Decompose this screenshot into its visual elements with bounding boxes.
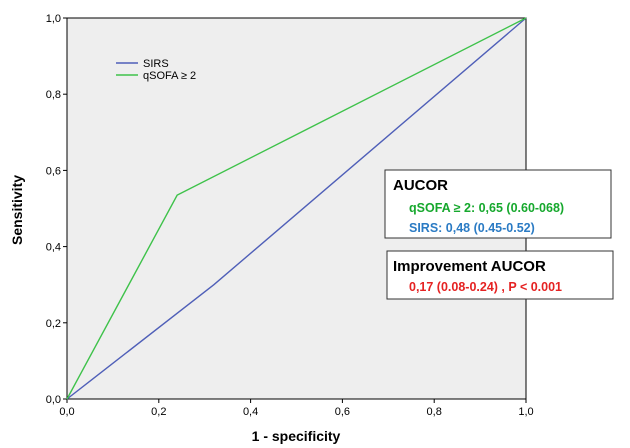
improvement-box-frame [386, 250, 614, 300]
x-axis-ticks: 0,0 0,2 0,4 0,6 0,8 1,0 [59, 399, 534, 418]
x-axis-title: 1 - specificity [252, 428, 341, 444]
y-tick-label: 0,6 [46, 165, 61, 177]
aucor-qsofa-value: qSOFA ≥ 2: 0,65 (0.60-068) [409, 201, 564, 215]
y-axis-title: Sensitivity [9, 175, 25, 245]
x-tick-label: 0,8 [427, 406, 442, 418]
series-line-sirs [66, 17, 527, 400]
x-tick-label: 0,4 [243, 406, 258, 418]
x-tick-label: 0,2 [151, 406, 166, 418]
aucor-annotation-box: AUCOR qSOFA ≥ 2: 0,65 (0.60-068) SIRS: 0… [384, 169, 612, 239]
aucor-sirs-value: SIRS: 0,48 (0.45-0.52) [409, 221, 535, 235]
series-line-qsofa [66, 17, 527, 400]
legend: SIRS qSOFA ≥ 2 [116, 58, 196, 82]
y-tick-label: 0,2 [46, 318, 61, 330]
legend-label-sirs: SIRS [143, 58, 169, 70]
aucor-box-title: AUCOR [393, 177, 448, 194]
y-tick-label: 0,8 [46, 89, 61, 101]
x-tick-label: 0,6 [335, 406, 350, 418]
y-axis-ticks: 0,0 0,2 0,4 0,6 0,8 1,0 [46, 13, 67, 406]
improvement-box-title: Improvement AUCOR [393, 258, 546, 275]
x-tick-label: 0,0 [59, 406, 74, 418]
x-tick-label: 1,0 [518, 406, 533, 418]
y-tick-label: 0,4 [46, 242, 61, 254]
improvement-value: 0,17 (0.08-0.24) , P < 0.001 [409, 280, 562, 294]
aucor-box-frame [384, 169, 612, 239]
legend-label-qsofa: qSOFA ≥ 2 [143, 70, 196, 82]
series-layer [66, 17, 527, 400]
improvement-annotation-box: Improvement AUCOR 0,17 (0.08-0.24) , P <… [386, 250, 614, 300]
y-tick-label: 1,0 [46, 13, 61, 25]
y-tick-label: 0,0 [46, 394, 61, 406]
